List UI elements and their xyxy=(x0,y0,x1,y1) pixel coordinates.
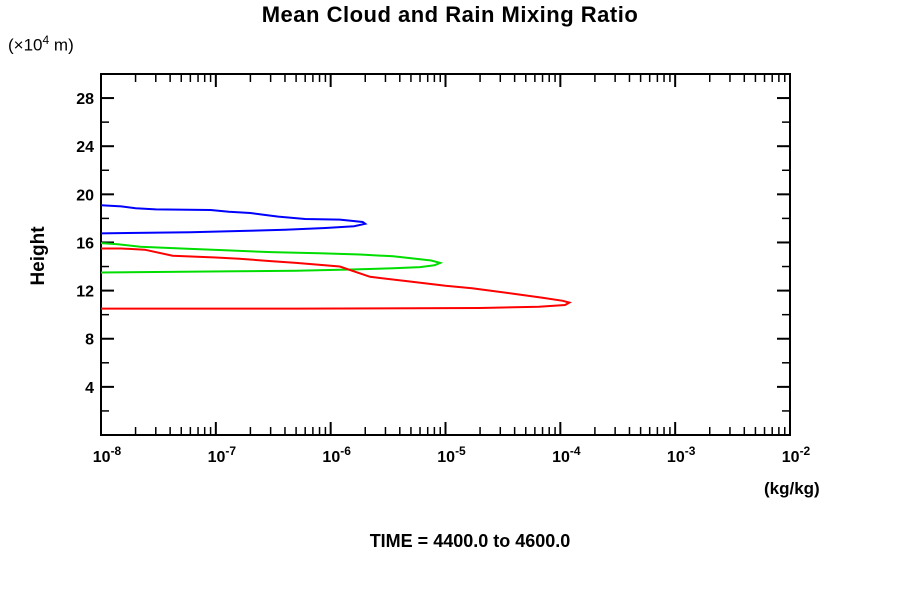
x-tick-label: 10-5 xyxy=(437,444,466,466)
profile-curve-mid-cloud-profile xyxy=(100,242,444,274)
y-tick-label: 20 xyxy=(76,187,94,204)
profile-curve-rain-profile xyxy=(101,247,573,310)
y-tick-label: 16 xyxy=(76,235,94,252)
y-tick-label: 24 xyxy=(76,139,94,156)
x-tick-label: 10-2 xyxy=(782,444,811,466)
x-axis-unit-label: (kg/kg) xyxy=(764,479,820,498)
plot-frame xyxy=(100,73,791,436)
chart-title: Mean Cloud and Rain Mixing Ratio xyxy=(261,2,639,27)
y-tick-label: 12 xyxy=(76,284,94,301)
y-axis-unit-label: (×104 m) xyxy=(8,33,74,56)
y-tick-label: 28 xyxy=(76,91,94,108)
x-tick-label: 10-4 xyxy=(552,444,581,466)
x-axis-tick-labels: 10-8 10-7 10-6 10-5 10-4 10-3 10-2 xyxy=(93,444,811,466)
profile-curve-upper-cloud-profile xyxy=(100,204,368,235)
y-tick-label: 4 xyxy=(85,380,94,397)
y-axis-unit-suffix: m) xyxy=(49,35,74,55)
x-tick-label: 10-6 xyxy=(322,444,351,466)
y-axis-unit-exponent: 4 xyxy=(42,33,50,47)
x-tick-label: 10-7 xyxy=(208,444,237,466)
x-tick-label: 10-3 xyxy=(667,444,696,466)
y-axis-unit-prefix: (×10 xyxy=(8,35,43,55)
x-axis-ticks xyxy=(100,74,791,435)
time-range-label: TIME = 4400.0 to 4600.0 xyxy=(369,531,571,551)
x-tick-label: 10-8 xyxy=(93,444,122,466)
y-axis-ticks xyxy=(101,97,790,412)
y-axis-tick-labels: 4 8 12 16 20 24 28 xyxy=(76,91,94,397)
profile-curves xyxy=(100,204,573,310)
y-tick-label: 8 xyxy=(85,332,94,349)
